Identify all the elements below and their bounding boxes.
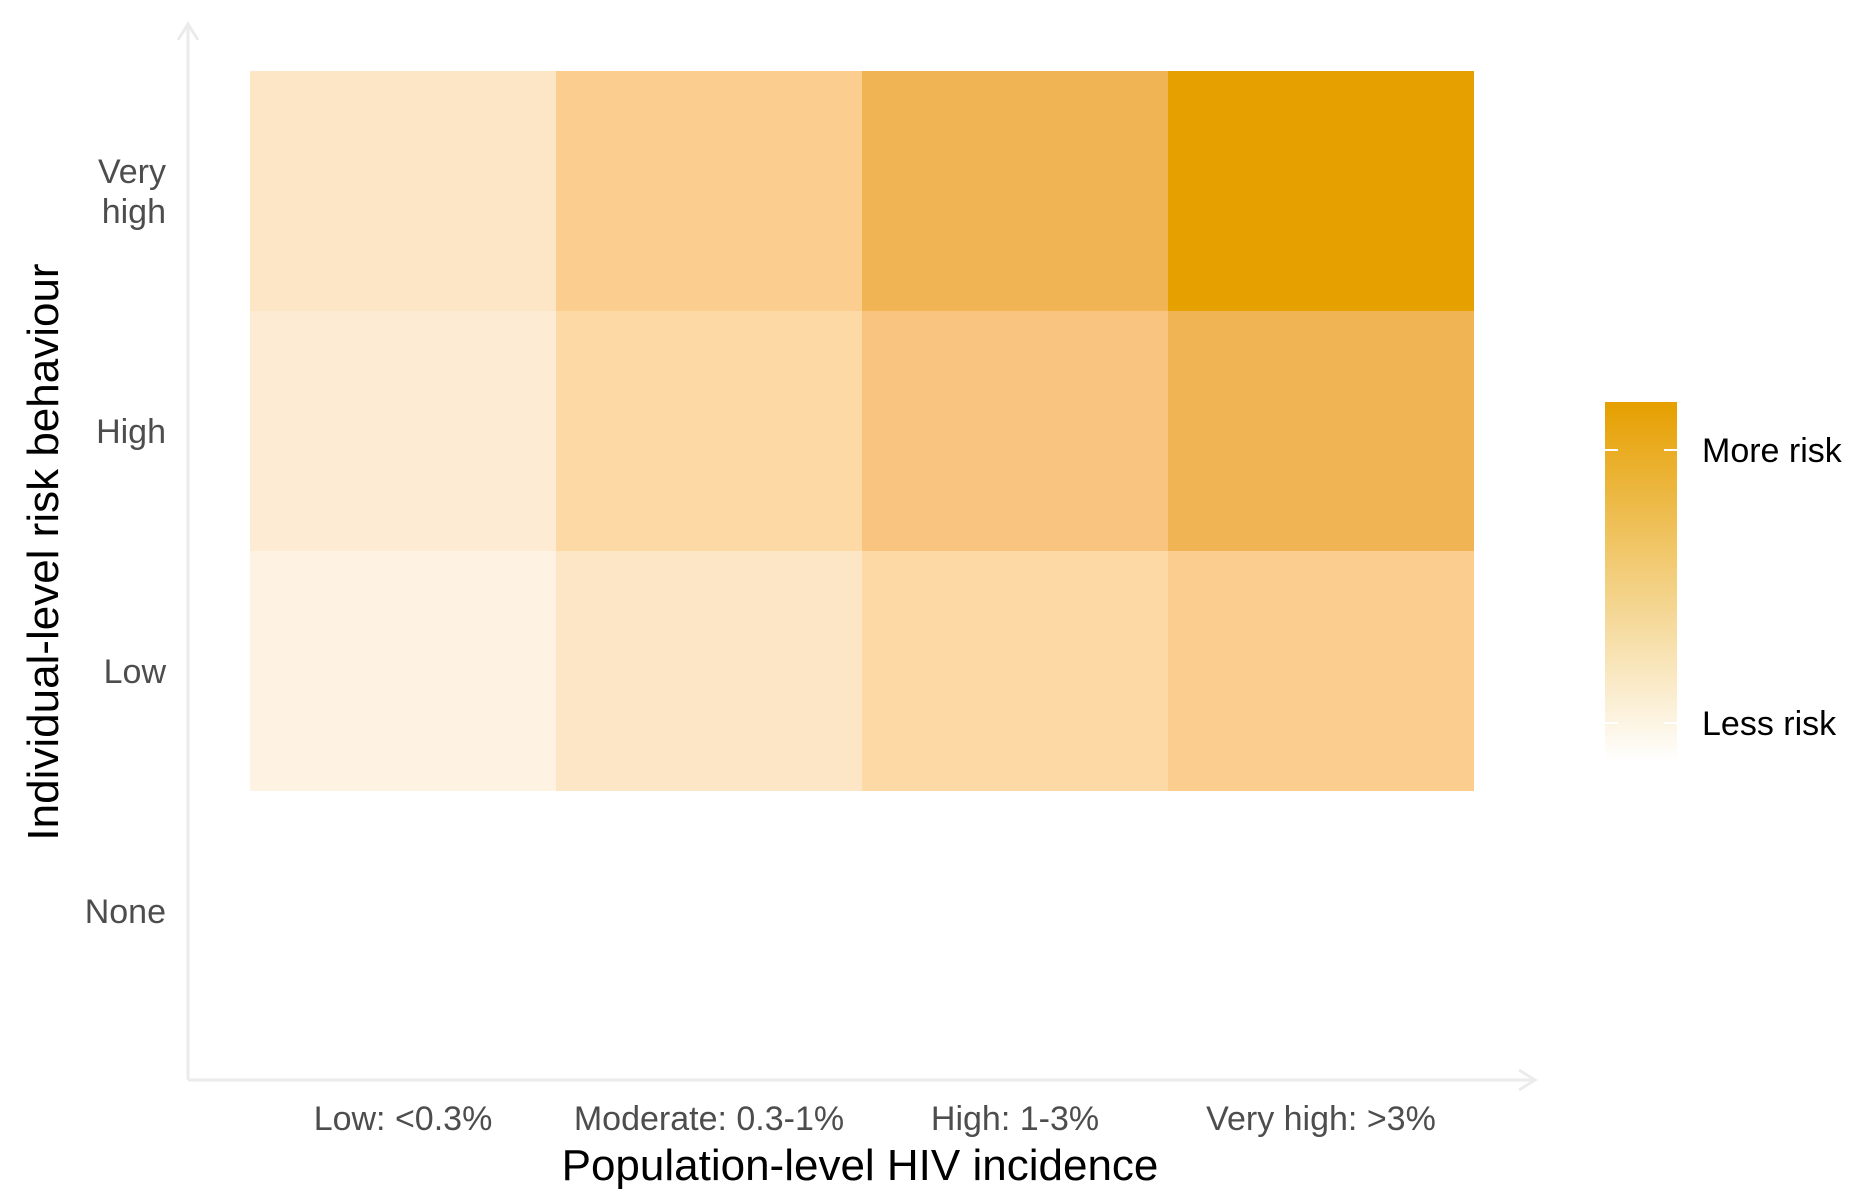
heatmap-cell-low-low-0-3 xyxy=(250,551,556,791)
legend-label-less-risk: Less risk xyxy=(1702,705,1837,743)
x-axis-title: Population-level HIV incidence xyxy=(562,1141,1159,1190)
heatmap-cell-low-very-high-3 xyxy=(1168,551,1474,791)
heatmap-cell-high-moderate-0-3-1 xyxy=(556,311,862,551)
heatmap-cell-very-high-low-0-3 xyxy=(250,71,556,311)
heatmap-cell-low-high-1-3 xyxy=(862,551,1168,791)
heatmap-cell-high-very-high-3 xyxy=(1168,311,1474,551)
heatmap-cell-high-low-0-3 xyxy=(250,311,556,551)
x-tick-label-low-0-3: Low: <0.3% xyxy=(314,1100,493,1138)
legend-label-more-risk: More risk xyxy=(1702,432,1843,470)
x-tick-label-very-high-3: Very high: >3% xyxy=(1206,1100,1436,1138)
y-axis-arrowhead xyxy=(176,21,200,41)
heatmap-cell-high-high-1-3 xyxy=(862,311,1168,551)
x-axis-arrowhead xyxy=(1518,1068,1538,1092)
heatmap-cells xyxy=(250,71,1474,791)
y-tick-label-line: high xyxy=(102,193,166,231)
y-tick-label-line: High xyxy=(96,413,166,451)
y-axis-title: Individual-level risk behaviour xyxy=(19,263,68,840)
y-tick-label-line: Very xyxy=(98,153,166,191)
legend: More risk Less risk xyxy=(1605,402,1843,762)
heatmap-cell-very-high-moderate-0-3-1 xyxy=(556,71,862,311)
y-tick-label-high: High xyxy=(96,413,166,451)
y-tick-label-very-high: Very high xyxy=(98,153,166,231)
heatmap-cell-low-moderate-0-3-1 xyxy=(556,551,862,791)
heatmap-cell-very-high-high-1-3 xyxy=(862,71,1168,311)
y-tick-labels: None Low High Very high xyxy=(85,153,167,931)
x-tick-label-moderate-0-3-1: Moderate: 0.3-1% xyxy=(574,1100,844,1138)
heatmap-cell-very-high-very-high-3 xyxy=(1168,71,1474,311)
y-tick-label-none: None xyxy=(85,893,166,931)
y-tick-label-line: None xyxy=(85,893,166,931)
x-tick-labels: Low: <0.3% Moderate: 0.3-1% High: 1-3% Very… xyxy=(314,1100,1436,1138)
y-tick-label-low: Low xyxy=(104,653,167,691)
x-tick-label-high-1-3: High: 1-3% xyxy=(931,1100,1099,1138)
legend-colorbar xyxy=(1605,402,1677,762)
y-tick-label-line: Low xyxy=(104,653,167,691)
